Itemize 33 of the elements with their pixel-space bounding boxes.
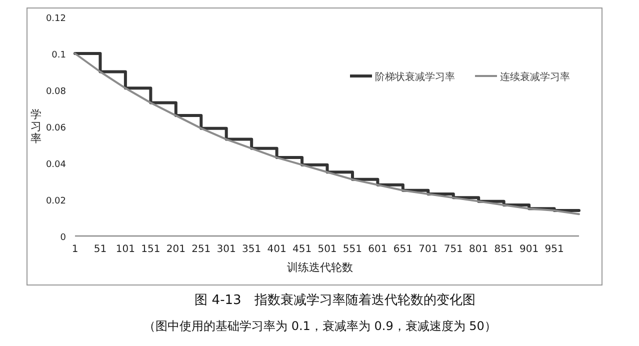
- x-tick-label: 351: [242, 244, 262, 255]
- x-tick-label: 801: [469, 244, 488, 255]
- legend-label: 连续衰减学习率: [500, 71, 570, 83]
- x-axis-title: 训练迭代轮数: [287, 261, 353, 274]
- y-tick-label: 0.1: [52, 50, 66, 60]
- x-tick-label: 1: [72, 244, 78, 255]
- x-tick-label: 701: [418, 244, 438, 255]
- x-tick-label: 451: [292, 244, 312, 255]
- x-tick-label: 651: [393, 244, 412, 255]
- x-tick-label: 401: [267, 244, 286, 255]
- x-tick-label: 551: [342, 244, 362, 255]
- x-tick-label: 751: [444, 244, 463, 255]
- x-tick-label: 601: [368, 244, 388, 255]
- x-tick-label: 51: [94, 244, 107, 255]
- y-tick-label: 0.02: [46, 196, 66, 206]
- y-tick-label: 0.04: [46, 160, 66, 170]
- y-tick-label: 0: [60, 233, 66, 243]
- x-tick-label: 301: [216, 244, 236, 255]
- x-tick-label: 251: [192, 244, 211, 255]
- x-tick-label: 951: [544, 244, 564, 255]
- x-tick-label: 201: [166, 244, 186, 255]
- x-tick-label: 901: [520, 244, 539, 255]
- y-tick-label: 0.12: [46, 14, 66, 24]
- text: 图 4-13 指数衰减学习率随着迭代轮数的变化图: [194, 292, 476, 308]
- y-tick-label: 0.08: [46, 87, 66, 97]
- y-axis-title: 学习率: [30, 108, 42, 145]
- x-tick-label: 851: [494, 244, 514, 255]
- x-tick-label: 101: [116, 244, 135, 255]
- x-tick-label: 151: [141, 244, 160, 255]
- legend-label: 阶梯状衰减学习率: [375, 71, 455, 83]
- y-tick-label: 0.06: [46, 124, 66, 134]
- x-tick-label: 501: [318, 244, 337, 255]
- text: （图中使用的基础学习率为 0.1，衰减率为 0.9，衰减速度为 50）: [144, 319, 496, 333]
